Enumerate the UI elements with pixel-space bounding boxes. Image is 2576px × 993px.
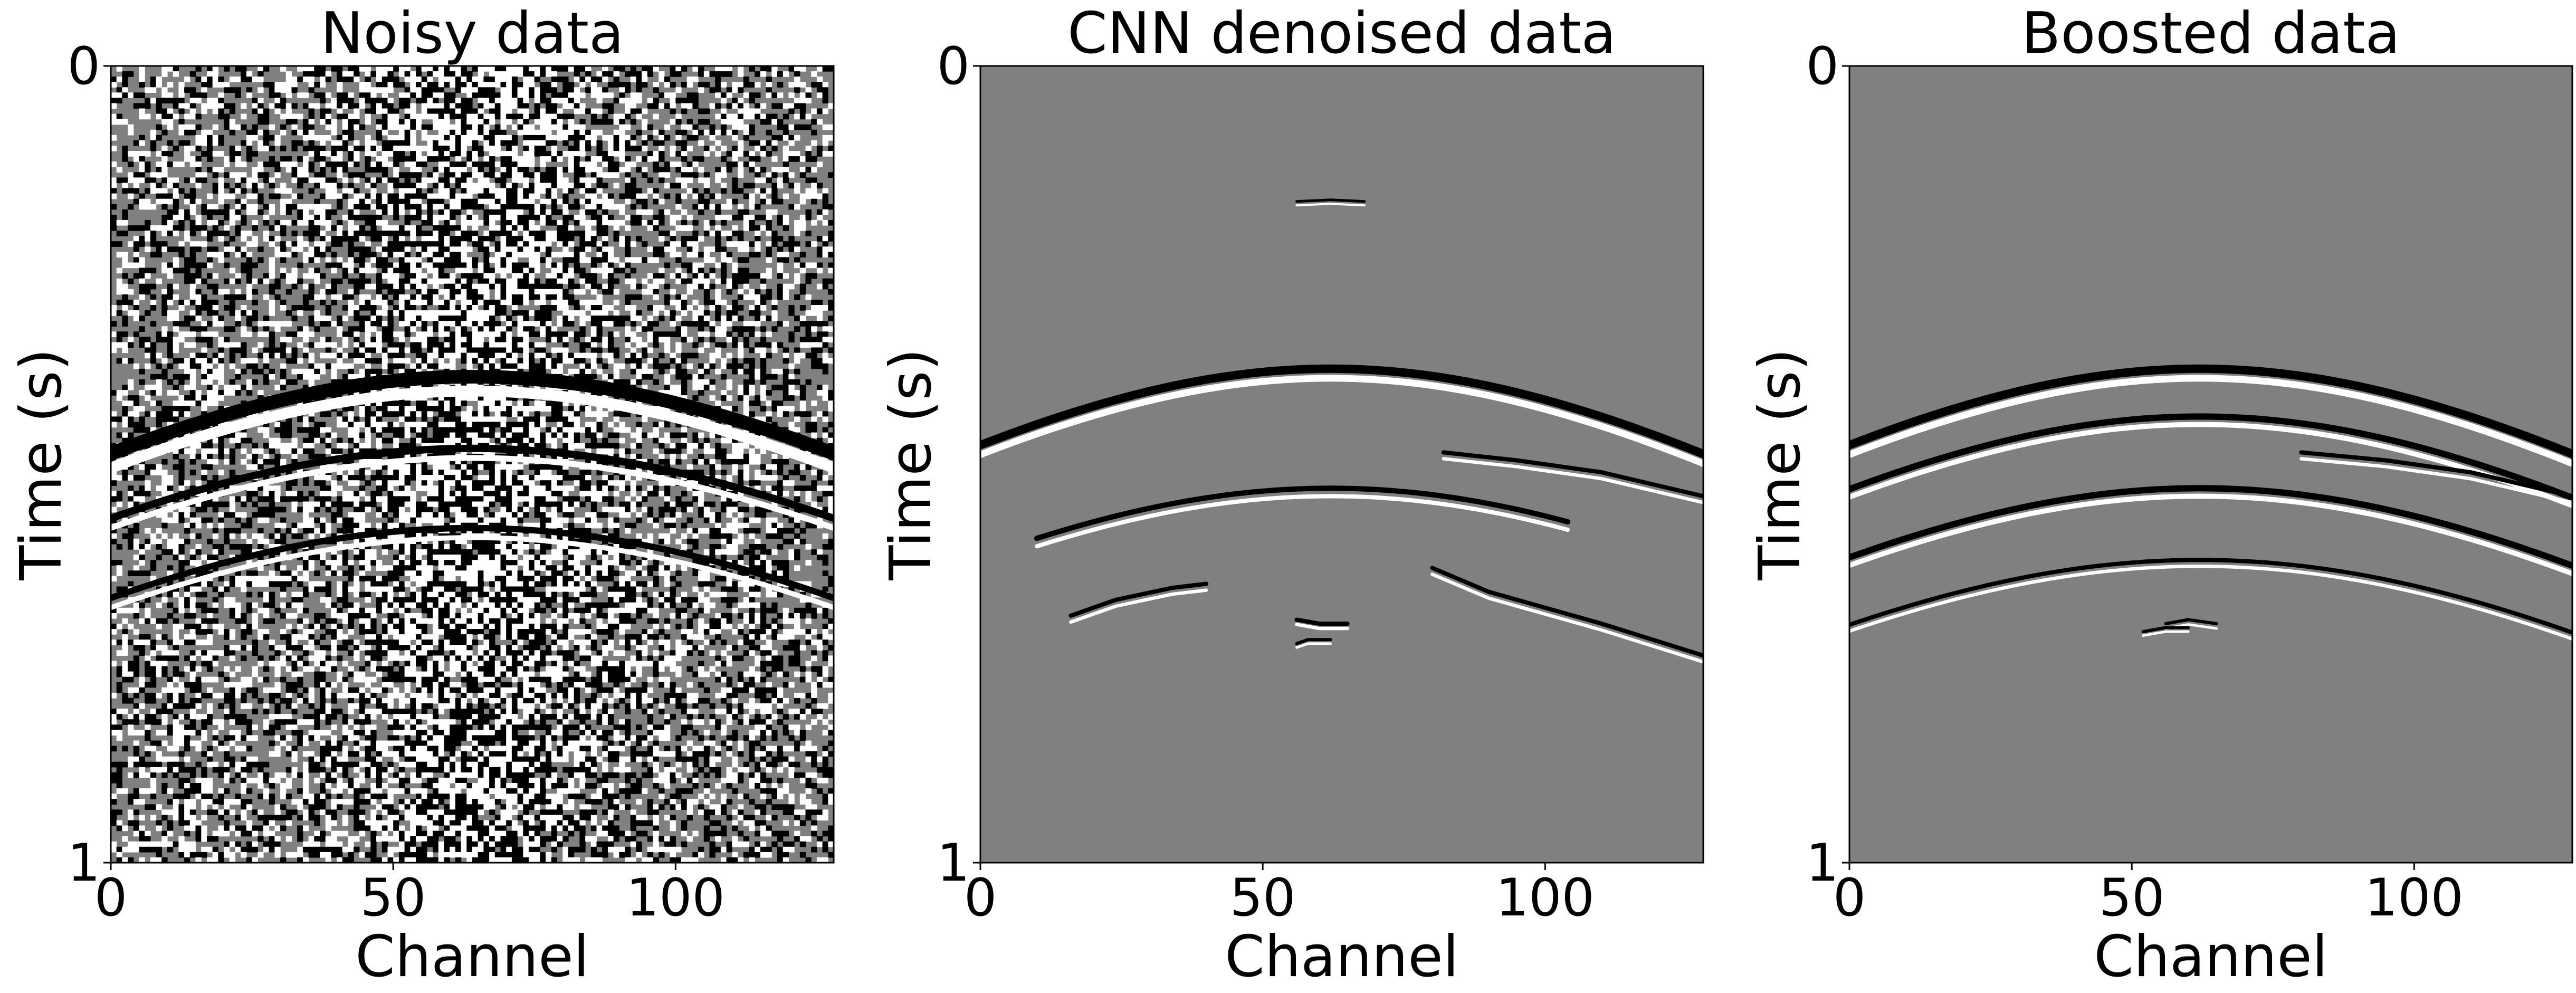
y-axis-label: Time (s) — [878, 348, 944, 580]
event-second-white-lobe — [1035, 494, 1570, 549]
event-second-white-lobe — [111, 455, 834, 531]
chart-title: CNN denoised data — [1067, 1, 1616, 66]
event-second-white-lobe — [1849, 422, 2572, 509]
event-fragment-2-white-lobe — [1430, 572, 1703, 664]
event-second-black-lobe — [1849, 413, 2572, 501]
event-main-white-lobe — [111, 385, 834, 474]
x-axis-label: Channel — [2094, 924, 2327, 990]
y-tick-label: 0 — [1806, 36, 1839, 97]
event-fragment-3-black-lobe — [2141, 626, 2190, 634]
x-tick-label: 100 — [2365, 868, 2464, 928]
heatmap-background — [980, 66, 1703, 863]
event-fragment-4-white-lobe — [1295, 623, 1349, 631]
x-tick-label: 50 — [2099, 868, 2165, 928]
y-axis-label: Time (s) — [8, 348, 74, 580]
x-axis-label: Channel — [355, 924, 589, 990]
event-third-black-lobe — [1849, 485, 2572, 569]
event-fragment-3-black-lobe — [1441, 450, 1703, 499]
heatmap-image — [980, 66, 1703, 863]
event-fragment-2-black-lobe — [1430, 566, 1703, 658]
event-fragment-6-white-lobe — [1295, 642, 1332, 649]
event-second-black-lobe — [1034, 485, 1571, 541]
event-third-white-lobe — [111, 535, 834, 610]
x-tick-label: 0 — [964, 868, 997, 928]
event-second-black-lobe — [111, 444, 834, 522]
x-tick-label: 50 — [1230, 868, 1296, 928]
event-fragment-6-black-lobe — [1295, 638, 1332, 645]
x-tick-label: 0 — [1833, 868, 1866, 928]
event-main-black-lobe — [980, 364, 1703, 459]
event-fourth-black-lobe — [1849, 558, 2572, 635]
plot-frame — [979, 65, 1704, 864]
event-main-white-lobe — [1849, 375, 2572, 467]
event-fragment-1-white-lobe — [1069, 588, 1208, 624]
y-axis-label: Time (s) — [1747, 348, 1813, 580]
y-tick-label: 0 — [937, 36, 970, 97]
x-tick-label: 50 — [360, 868, 426, 928]
event-third-black-lobe — [111, 524, 834, 601]
event-fragment-4-black-lobe — [1294, 617, 1350, 626]
chart-title: Noisy data — [321, 1, 624, 66]
event-fragment-3-white-lobe — [2142, 630, 2190, 637]
noise-cells — [111, 66, 834, 863]
plot-frame — [110, 65, 835, 864]
x-tick-label: 100 — [626, 868, 725, 928]
y-tick-label: 1 — [937, 833, 970, 893]
event-fragment-1-black-lobe — [1068, 581, 1209, 618]
y-tick-label: 1 — [68, 833, 100, 893]
x-tick-label: 100 — [1496, 868, 1595, 928]
event-fourth-white-lobe — [1849, 565, 2572, 641]
heatmap-image — [1849, 66, 2572, 863]
event-third-white-lobe — [1849, 493, 2572, 576]
heatmap-image — [111, 66, 834, 863]
event-fragment-3-white-lobe — [1442, 457, 1703, 504]
heatmap-background — [1849, 66, 2572, 863]
chart-title: Boosted data — [2021, 1, 2400, 66]
event-fragment-1-black-lobe — [2299, 450, 2572, 499]
x-tick-label: 0 — [94, 868, 127, 928]
x-axis-label: Channel — [1225, 924, 1458, 990]
y-tick-label: 0 — [68, 36, 100, 97]
y-tick-label: 1 — [1806, 833, 1839, 893]
event-main-black-lobe — [1849, 364, 2572, 459]
event-fragment-2-black-lobe — [2164, 618, 2218, 625]
event-fragment-5-black-lobe — [1295, 198, 1366, 203]
plot-frame — [1848, 65, 2573, 864]
event-fragment-1-white-lobe — [2300, 457, 2572, 504]
event-main-black-lobe — [111, 369, 834, 461]
event-main-white-lobe — [980, 375, 1703, 467]
event-fragment-5-white-lobe — [1295, 203, 1366, 207]
